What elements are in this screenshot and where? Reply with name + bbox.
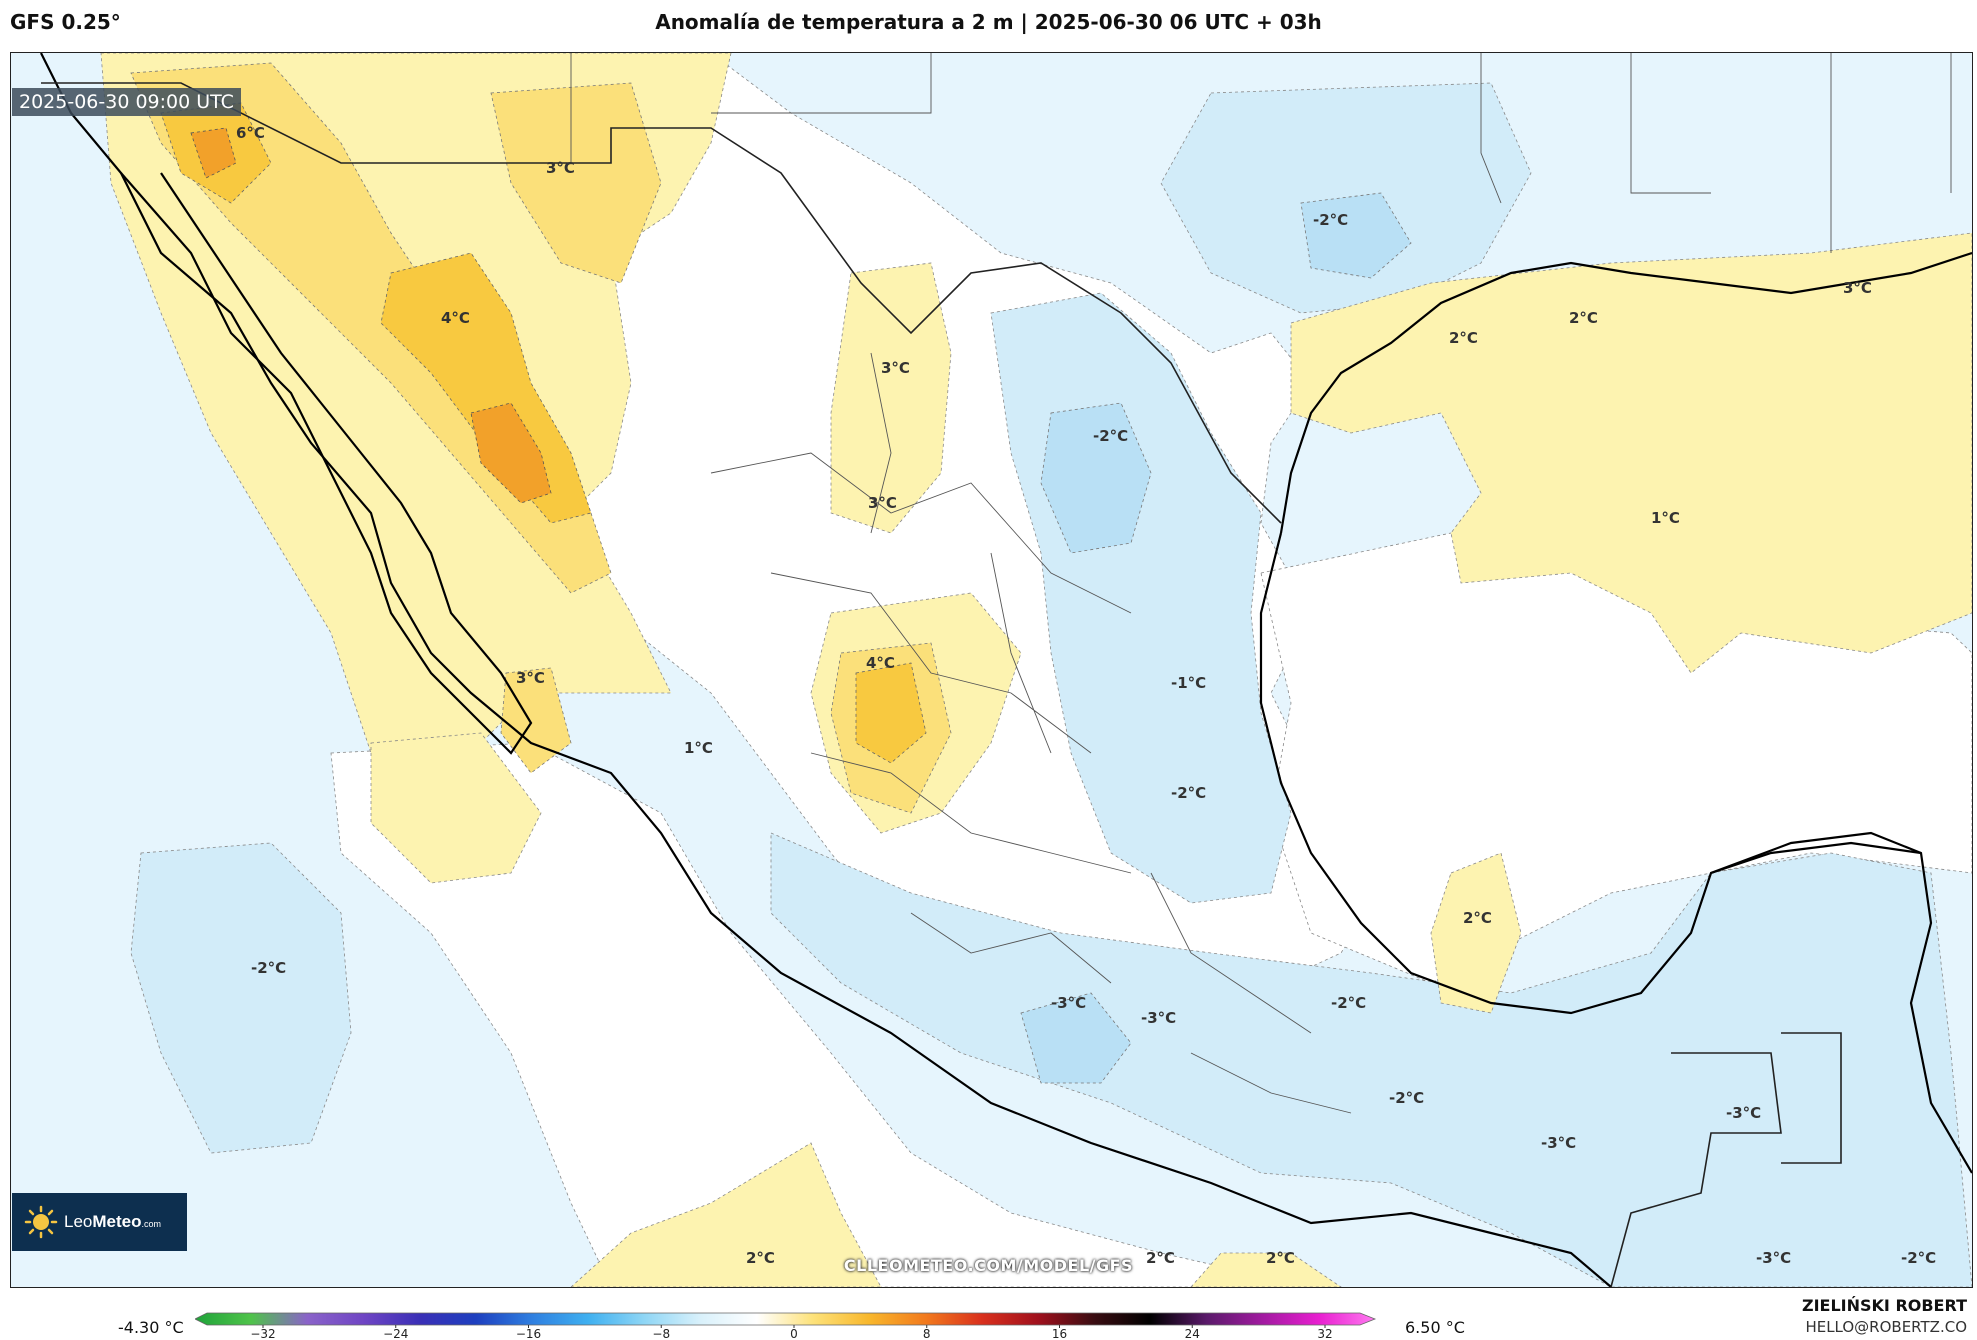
- contour-label: 3°C: [881, 359, 910, 377]
- colorbar-tick-label: −8: [652, 1327, 670, 1339]
- contour-label: -3°C: [1051, 994, 1086, 1012]
- hot-region-3: [855, 662, 927, 764]
- contour-label: 1°C: [684, 739, 713, 757]
- colorbar-max-label: 6.50 °C: [1405, 1318, 1465, 1337]
- source-watermark: CLLEOMETEO.COM/MODEL/GFS: [843, 1256, 1134, 1275]
- contour-label: -2°C: [1093, 427, 1128, 445]
- neutral-pacific: [330, 742, 1312, 1287]
- contour-label: -3°C: [1541, 1134, 1576, 1152]
- contour-labels: 6°C 3°C 4°C 3°C 3°C 4°C 3°C 1°C -2°C -2°…: [236, 124, 1936, 1267]
- warm-region-pacific-s2: [1190, 1252, 1342, 1287]
- contour-label: 2°C: [746, 1249, 775, 1267]
- contour-label: 2°C: [1266, 1249, 1295, 1267]
- contour-label: 2°C: [1146, 1249, 1175, 1267]
- colorbar-tick-label: 24: [1185, 1327, 1200, 1339]
- contour-label: 3°C: [868, 494, 897, 512]
- contour-label: 2°C: [1449, 329, 1478, 347]
- contour-label: -2°C: [1389, 1089, 1424, 1107]
- hotter-region-2: [190, 127, 237, 179]
- warm-region-pacific-s: [570, 1142, 882, 1287]
- neutral-gulf: [1260, 532, 1972, 984]
- coastline-baja: [120, 172, 533, 755]
- border-guatemala: [1610, 1052, 1782, 1287]
- warm-region-gulf: [1290, 232, 1972, 674]
- contour-label: -2°C: [1171, 784, 1206, 802]
- valid-time-badge: 2025-06-30 09:00 UTC: [12, 88, 241, 116]
- colorbar-min-label: -4.30 °C: [118, 1318, 184, 1337]
- state-borders: [710, 352, 1352, 1114]
- map-canvas: 6°C 3°C 4°C 3°C 3°C 4°C 3°C 1°C -2°C -2°…: [11, 53, 1972, 1287]
- border-us-mexico: [41, 82, 1282, 524]
- contour-label: -3°C: [1141, 1009, 1176, 1027]
- cool-region-s: [770, 832, 1972, 1287]
- border-belize: [1781, 1032, 1842, 1164]
- warm-region-gulf-south: [1430, 852, 1522, 1014]
- us-state-borders: [570, 53, 1952, 253]
- contour-label: 1°C: [1651, 509, 1680, 527]
- contour-label: -2°C: [251, 959, 286, 977]
- contour-label: 3°C: [1843, 279, 1872, 297]
- contour-label: 2°C: [1569, 309, 1598, 327]
- colorbar-tick-label: 32: [1317, 1327, 1332, 1339]
- author-name: ZIELIŃSKI ROBERT: [1801, 1296, 1967, 1315]
- author-email: HELLO@ROBERTZ.CO: [1805, 1318, 1967, 1336]
- cooler-region-3: [1300, 192, 1412, 279]
- contour-label: -1°C: [1171, 674, 1206, 692]
- cooler-region: [1040, 402, 1152, 554]
- cool-region-pacific: [130, 842, 352, 1154]
- colorbar: −32 −24 −16 −8 0 8 16 24 32: [195, 1312, 1377, 1339]
- colorbar-tick-label: −24: [383, 1327, 408, 1339]
- contour-label: 6°C: [236, 124, 265, 142]
- contour-label: -2°C: [1331, 994, 1366, 1012]
- colorbar-ticks: −32 −24 −16 −8 0 8 16 24 32: [250, 1325, 1333, 1339]
- warmer-region-3: [490, 82, 662, 284]
- warm-region-baja-sea: [370, 732, 542, 884]
- warmer-region-baja: [500, 667, 572, 774]
- colorbar-tick-label: 8: [923, 1327, 931, 1339]
- contour-label: -2°C: [1901, 1249, 1936, 1267]
- sun-icon: [24, 1205, 58, 1239]
- contour-label: -3°C: [1726, 1104, 1761, 1122]
- warm-region-sierra: [830, 262, 952, 534]
- model-name: GFS 0.25°: [10, 10, 121, 34]
- colorbar-gradient: [195, 1312, 1377, 1326]
- colorbar-tick-label: 16: [1052, 1327, 1067, 1339]
- colorbar-tick-label: 0: [790, 1327, 798, 1339]
- hotter-region-1: [470, 402, 552, 504]
- colorbar-tick-label: −32: [250, 1327, 275, 1339]
- leometeo-logo[interactable]: LeoMeteo.com: [12, 1193, 187, 1251]
- coastline-yucatan: [1710, 841, 1922, 875]
- cooler-region-2: [1020, 992, 1132, 1084]
- coastline-gulf-mx: [1259, 532, 1972, 1174]
- contour-label: 2°C: [1463, 909, 1492, 927]
- colorbar-tick-label: −16: [516, 1327, 541, 1339]
- coastline-pacific: [40, 53, 1612, 1287]
- map-title: Anomalía de temperatura a 2 m | 2025-06-…: [655, 10, 1322, 34]
- anomaly-map[interactable]: 6°C 3°C 4°C 3°C 3°C 4°C 3°C 1°C -2°C -2°…: [10, 52, 1973, 1288]
- contour-label: -2°C: [1313, 211, 1348, 229]
- contour-label: 3°C: [546, 159, 575, 177]
- coastline-gulf: [1279, 251, 1972, 534]
- contour-label: -3°C: [1756, 1249, 1791, 1267]
- logo-text: LeoMeteo.com: [64, 1212, 162, 1231]
- contour-label: 3°C: [516, 669, 545, 687]
- contour-label: 4°C: [441, 309, 470, 327]
- contour-label: 4°C: [866, 654, 895, 672]
